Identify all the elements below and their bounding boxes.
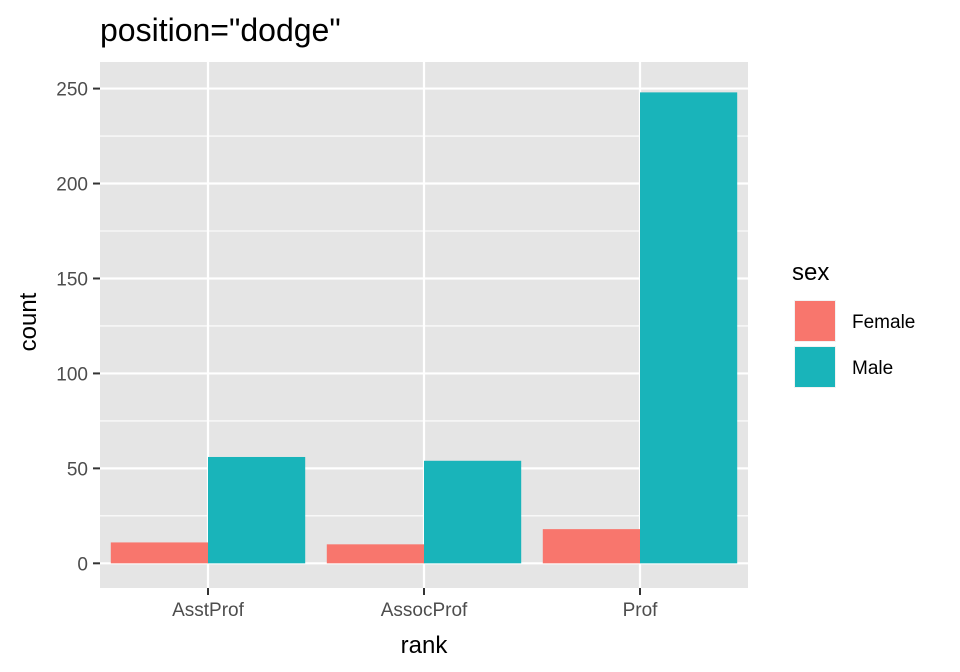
legend-label-female: Female bbox=[852, 312, 915, 333]
legend: Female Male bbox=[794, 300, 915, 388]
y-tick-label: 50 bbox=[67, 459, 88, 480]
chart-title: position="dodge" bbox=[100, 12, 341, 48]
x-axis-title: rank bbox=[401, 632, 449, 659]
bar-female-asstprof bbox=[110, 542, 208, 564]
legend-key-male bbox=[795, 347, 835, 387]
y-tick-label: 0 bbox=[77, 554, 88, 575]
bar-female-prof bbox=[542, 529, 640, 564]
y-tick-label: 250 bbox=[56, 80, 88, 101]
bar-female-assocprof bbox=[326, 544, 424, 564]
y-tick-label: 100 bbox=[56, 364, 88, 385]
y-tick-label: 150 bbox=[56, 269, 88, 290]
x-tick-label: Prof bbox=[623, 600, 659, 621]
legend-title: sex bbox=[792, 259, 829, 286]
bar-male-asstprof bbox=[208, 456, 306, 564]
bar-male-prof bbox=[640, 92, 738, 564]
bar-male-assocprof bbox=[424, 460, 522, 564]
legend-label-male: Male bbox=[852, 358, 893, 379]
legend-key-female bbox=[795, 301, 835, 341]
y-tick-label: 200 bbox=[56, 175, 88, 196]
x-tick-label: AsstProf bbox=[172, 600, 245, 621]
x-tick-label: AssocProf bbox=[381, 600, 468, 621]
plot-panel: 0 50 100 150 200 250 AsstProf AssocProf Prof bbox=[56, 62, 748, 621]
y-axis-title: count bbox=[15, 292, 42, 351]
